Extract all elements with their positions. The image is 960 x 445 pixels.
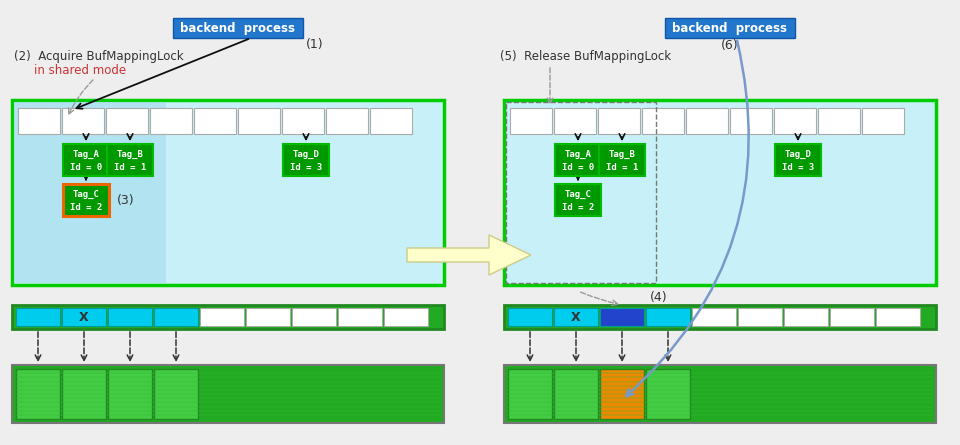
Bar [646,369,690,419]
Bar [554,308,598,326]
Bar [107,144,153,176]
Bar [154,369,198,419]
Bar [504,365,936,423]
Bar [370,108,412,134]
Bar [150,108,192,134]
Text: (1): (1) [306,37,324,50]
Bar [62,308,106,326]
Bar [16,369,60,419]
Bar [784,308,828,326]
Bar [598,108,640,134]
Bar [555,184,601,216]
Text: Tag_D: Tag_D [293,150,320,159]
Bar [14,102,166,283]
Bar [18,108,60,134]
Bar [506,102,656,283]
Bar [599,144,645,176]
Bar [194,108,236,134]
Bar [830,308,874,326]
Bar [200,308,244,326]
Bar [16,308,60,326]
Bar [12,365,444,423]
Text: Id = 3: Id = 3 [781,162,814,171]
Bar [292,308,336,326]
Bar [692,308,736,326]
Bar [63,144,109,176]
Bar [642,108,684,134]
Bar [774,108,816,134]
Text: (5)  Release BufMappingLock: (5) Release BufMappingLock [500,49,671,62]
Bar [508,369,552,419]
Text: Tag_C: Tag_C [73,190,100,199]
Bar [238,108,280,134]
Bar [554,108,596,134]
Bar [775,144,821,176]
Text: Id = 2: Id = 2 [562,202,594,211]
Bar [326,108,368,134]
Text: in shared mode: in shared mode [34,64,126,77]
Text: Tag_C: Tag_C [564,190,591,199]
Text: Id = 1: Id = 1 [114,162,146,171]
Text: X: X [571,311,581,324]
Text: Tag_D: Tag_D [784,150,811,159]
Text: (6): (6) [721,39,739,52]
Bar [12,305,444,329]
Bar [108,308,152,326]
Bar [665,18,795,38]
Text: Id = 0: Id = 0 [70,162,102,171]
Bar [173,18,303,38]
Bar [12,100,444,285]
Text: Id = 2: Id = 2 [70,202,102,211]
Bar [510,108,552,134]
Bar [818,108,860,134]
Bar [62,108,104,134]
Bar [154,308,198,326]
Text: backend  process: backend process [673,21,787,35]
Text: Tag_B: Tag_B [116,150,143,159]
Bar [646,308,690,326]
Bar [384,308,428,326]
Bar [862,108,904,134]
Text: backend  process: backend process [180,21,296,35]
Text: Tag_B: Tag_B [609,150,636,159]
Text: Tag_A: Tag_A [73,150,100,159]
Text: Id = 3: Id = 3 [290,162,323,171]
Text: Id = 0: Id = 0 [562,162,594,171]
Text: Tag_A: Tag_A [564,150,591,159]
Bar [63,184,109,216]
Bar [555,144,601,176]
Text: (2)  Acquire BufMappingLock: (2) Acquire BufMappingLock [14,49,183,62]
Bar [338,308,382,326]
Bar [108,369,152,419]
Bar [62,369,106,419]
Text: X: X [79,311,89,324]
Bar [600,369,644,419]
Bar [600,308,644,326]
Bar [504,305,936,329]
Text: Id = 1: Id = 1 [606,162,638,171]
Bar [508,308,552,326]
Polygon shape [407,235,531,275]
Text: (3): (3) [117,194,134,206]
Bar [504,100,936,285]
Bar [730,108,772,134]
Text: (4): (4) [650,291,668,303]
Bar [686,108,728,134]
Bar [246,308,290,326]
Bar [106,108,148,134]
Bar [282,108,324,134]
Bar [876,308,920,326]
Bar [554,369,598,419]
Bar [738,308,782,326]
Bar [283,144,329,176]
